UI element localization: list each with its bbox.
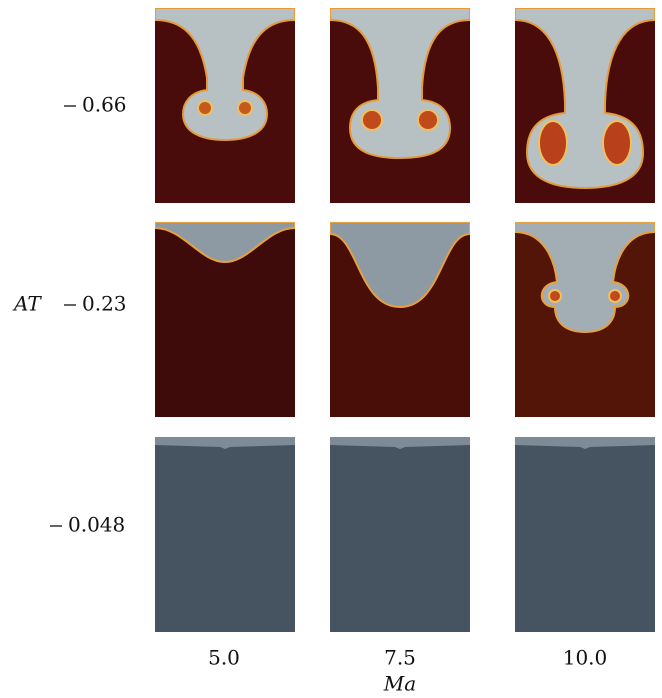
simulation-panel xyxy=(330,437,470,632)
row-label: 0.66 xyxy=(82,93,127,117)
x-axis-label: Ma xyxy=(383,672,416,696)
figure: 0.66 AT 0.23 0.048 5.0 7.5 10.0 Ma xyxy=(0,0,662,698)
simulation-panel xyxy=(155,222,295,417)
simulation-panel xyxy=(515,437,655,632)
column-label: 10.0 xyxy=(563,646,608,670)
simulation-panel xyxy=(155,8,295,203)
y-axis-label: AT xyxy=(12,292,42,316)
row-label: 0.048 xyxy=(68,513,125,537)
row-label: 0.23 xyxy=(82,292,127,316)
simulation-panel xyxy=(330,222,470,417)
simulation-panel xyxy=(515,222,655,417)
column-label: 7.5 xyxy=(384,646,416,670)
column-label: 5.0 xyxy=(208,646,240,670)
simulation-panel xyxy=(330,8,470,203)
simulation-panel xyxy=(155,437,295,632)
simulation-panel xyxy=(515,8,655,203)
